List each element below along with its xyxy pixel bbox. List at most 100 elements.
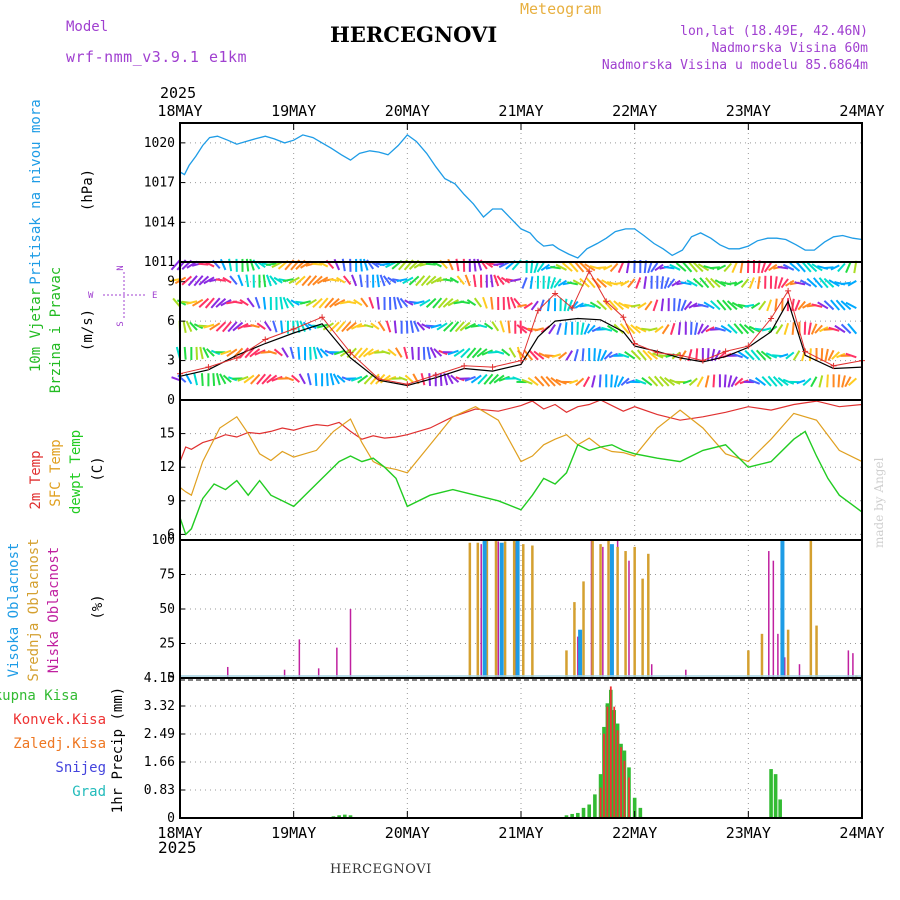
cloud-bar-mid	[747, 650, 750, 678]
y-tick-label: 3.32	[144, 699, 175, 714]
cloud-bar-low	[336, 647, 338, 678]
wind-arrow	[245, 274, 250, 288]
wind-arrow	[404, 299, 414, 306]
cloud-bar-low	[772, 560, 775, 678]
cloud-bar-mid	[468, 542, 472, 678]
wind-arrow	[398, 376, 408, 382]
cloud-bar-low	[226, 666, 229, 678]
wind-arrow	[782, 263, 795, 271]
wind-arrow	[596, 300, 607, 311]
wind-arrow	[396, 278, 408, 283]
wind-arrow	[703, 301, 715, 310]
wind-arrow	[176, 299, 187, 306]
wind-arrow	[411, 346, 415, 360]
cloud-ylabel-low: Niska Oblacnost	[46, 547, 62, 673]
wind-arrow	[360, 297, 369, 308]
cloud-bar-mid	[786, 629, 790, 678]
wind-arrow	[550, 265, 561, 270]
wind-arrow	[546, 298, 551, 312]
cloud-bar-mid	[503, 541, 507, 678]
y-tick-label: 4.15	[144, 671, 175, 686]
wind-arrow	[312, 346, 318, 360]
wind-arrow	[494, 350, 505, 355]
wind-arrow	[791, 322, 795, 335]
wind-arrow	[686, 279, 698, 287]
wind-arrow	[350, 322, 363, 330]
y-tick-label: 0	[167, 393, 175, 408]
cloud-bar-low	[602, 546, 604, 678]
wind-arrow	[433, 348, 443, 357]
wind-arrow	[483, 322, 494, 330]
wind-arrow	[521, 378, 533, 385]
wind-arrow	[807, 322, 812, 335]
precip-bar-total	[587, 804, 591, 818]
wind-arrow	[271, 375, 283, 382]
wind-arrow	[730, 376, 738, 388]
wind-arrow	[677, 322, 682, 335]
precip-bar-total	[570, 813, 574, 818]
compass-s: S	[116, 321, 126, 326]
model-label: Model	[66, 19, 109, 35]
wind-arrow	[600, 349, 608, 361]
wind-arrow	[381, 350, 391, 355]
pressure-unit: (hPa)	[80, 169, 96, 211]
cloud-bar-low	[650, 664, 653, 678]
wind-arrow	[579, 261, 590, 273]
precip-bar-total	[769, 769, 773, 818]
wind-arrow	[529, 276, 534, 289]
wind-arrow	[436, 322, 448, 331]
wind-arrow	[281, 347, 289, 358]
wind-arrow	[187, 275, 198, 287]
wind-arrow	[517, 303, 527, 308]
wind-arrow	[266, 374, 278, 384]
wind-gust-marker	[802, 348, 809, 355]
y-tick-label: 1020	[144, 136, 175, 151]
wind-arrow	[459, 321, 471, 332]
wind-arrow	[460, 300, 471, 305]
wind-arrow	[181, 275, 193, 286]
wind-arrow	[189, 321, 198, 331]
wind-arrow	[169, 278, 181, 283]
wind-arrow	[847, 323, 858, 335]
wind-arrow	[540, 263, 550, 272]
wind-arrow	[758, 300, 767, 311]
wind-arrow	[273, 348, 283, 357]
wind-arrow	[369, 373, 380, 385]
x-label-bottom: 23MAY	[726, 824, 771, 842]
wind-arrow	[509, 296, 517, 309]
precip-legend-3: Snijeg	[55, 760, 106, 776]
wind-arrow	[744, 349, 755, 361]
wind-arrow	[422, 346, 426, 360]
cloud-bar-low	[847, 650, 850, 678]
y-tick-label: 100	[152, 533, 175, 548]
wind-arrow	[420, 275, 431, 287]
wind-arrow	[413, 300, 425, 305]
wind-gust-line	[179, 270, 863, 385]
wind-arrow	[336, 276, 346, 284]
wind-arrow	[269, 275, 278, 286]
wind-arrow	[393, 296, 397, 310]
wind-arrow	[376, 296, 380, 310]
y-tick-label: 75	[159, 568, 175, 583]
wind-arrow	[837, 374, 841, 388]
wind-arrow	[827, 349, 835, 361]
wind-arrow	[573, 349, 579, 362]
precip-bar-convective	[623, 760, 626, 818]
x-label-top: 18MAY	[157, 102, 202, 120]
wind-arrow	[198, 275, 210, 286]
wind-arrow	[219, 373, 227, 385]
cloud-bar-mid	[633, 546, 636, 678]
wind-arrow	[782, 378, 795, 385]
wind-arrow	[449, 321, 460, 333]
wind-arrow	[493, 374, 505, 384]
wind-gust-marker	[319, 314, 326, 321]
wind-arrow	[688, 261, 698, 273]
precip-legend-2: Zaledj.Kisa	[13, 736, 106, 752]
wind-gust-marker	[785, 287, 792, 294]
cloud-bar-high	[578, 629, 583, 678]
wind-arrow	[209, 322, 221, 331]
wind-arrow	[250, 373, 261, 385]
wind-arrow	[603, 351, 613, 360]
y-tick-label: 9	[167, 494, 175, 509]
wind-arrow	[341, 321, 352, 333]
